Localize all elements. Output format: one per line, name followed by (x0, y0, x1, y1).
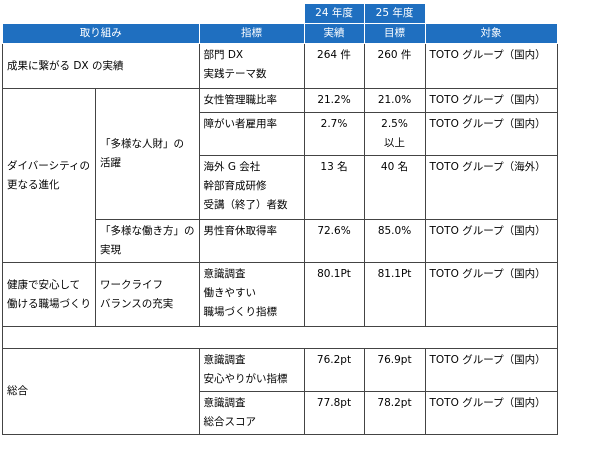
table-body: 24 年度 25 年度 取り組み 指標 実績 目標 対象 成果に繋がる DX の実績 部門 DX… (2, 3, 558, 435)
scope: TOTO グループ（国内） (424, 348, 558, 392)
indicator: 障がい者雇用率 (198, 112, 305, 156)
cell-line: 意識調査 (203, 397, 246, 409)
cell-line: 意識調査 (203, 354, 246, 366)
actual: 77.8pt (303, 391, 365, 435)
cell-line: 安心やりがい指標 (203, 373, 288, 385)
cell-line: 意識調査 (203, 268, 246, 280)
cell-line: 「多様な人財」の (100, 138, 184, 150)
indicator: 意識調査働きやすい職場づくり指標 (198, 262, 305, 327)
cell-line: 実践テーマ数 (203, 68, 267, 80)
initiative: 健康で安心して 働ける職場づくり (2, 262, 96, 327)
target: 260 件 (363, 43, 426, 89)
cell-line: 2.5% (381, 118, 408, 130)
indicator: 意識調査 総合スコア (198, 391, 305, 435)
cell-line: バランスの充実 (100, 297, 174, 310)
column-header: 指標 (198, 23, 305, 44)
cell-line: 健康で安心して (7, 278, 81, 291)
table-row: 障がい者雇用率 2.7% 2.5% 以上 TOTO グループ（国内） (3, 112, 558, 156)
initiative: ダイバーシティの 更なる進化 (2, 88, 96, 263)
empty-row (2, 326, 558, 349)
cell-line: 実現 (100, 244, 121, 256)
actual: 80.1Pt (303, 262, 365, 327)
table-row: 24 年度 25 年度 (2, 3, 557, 24)
table-row: 意識調査 総合スコア 77.8pt 78.2pt TOTO グループ（国内） (3, 391, 558, 435)
actual: 72.6% (303, 219, 365, 263)
table-row: 取り組み 指標 実績 目標 対象 (2, 23, 558, 44)
cell-line: ワークライフ (100, 278, 163, 291)
cell-line: 受講（終了）者数 (203, 199, 288, 211)
column-header: 取り組み (2, 23, 200, 44)
year-header: 25 年度 (363, 3, 426, 24)
indicator: 海外 G 会社 幹部育成研修受講（終了）者数 (198, 155, 305, 220)
target: 40 名 (363, 155, 426, 220)
table-row: 健康で安心して 働ける職場づくり ワークライフ バランスの充実 意識調査 働きやすい 職場づ… (2, 262, 558, 327)
cell-line: 活躍 (100, 157, 121, 169)
cell-line: 部門 DX (203, 49, 244, 61)
actual: 76.2pt (303, 348, 365, 392)
target: 85.0% (363, 219, 426, 263)
target: 2.5% 以上 (363, 112, 426, 156)
indicator: 男性育休取得率 (198, 219, 305, 263)
table-row (2, 326, 558, 349)
scope: TOTO グループ（国内） (424, 262, 558, 327)
table-row: 「多様な働き方」の 実現 男性育休取得率 72.6% 85.0% TOTO グループ（国内… (3, 219, 558, 263)
cell-line: 働きやすい (203, 287, 257, 299)
actual: 2.7% (303, 112, 365, 156)
sub-initiative: 「多様な人財」の 活躍 (95, 88, 200, 220)
initiative: 総合 (2, 348, 200, 435)
table: 24 年度 25 年度 取り組み 指標 実績 目標 対象 成果に繋がる DX の実績 部門 DX… (2, 3, 558, 435)
table-row: 海外 G 会社 幹部育成研修 受講（終了）者数 13 名 40 名 TOTO グループ（海… (3, 155, 558, 220)
cell-line: 海外 G 会社 (203, 161, 261, 173)
indicator: 女性管理職比率 (198, 88, 305, 113)
table-row: 成果に繋がる DX の実績 部門 DX 実践テーマ数 264 件 260 件 TOTO グ… (2, 43, 558, 89)
actual: 264 件 (303, 43, 365, 89)
cell-line: 女性管理職比率 (203, 94, 278, 106)
cell-line: 76.9pt (377, 354, 412, 366)
column-header: 目標 (363, 23, 426, 44)
cell-line: 260 件 (377, 49, 412, 61)
scope: TOTO グループ（国内） (424, 391, 558, 435)
target: 78.2pt (363, 391, 426, 435)
cell-line: 21.0% (377, 94, 412, 106)
blank (2, 3, 304, 24)
cell-line: 働ける職場づくり (7, 297, 91, 310)
scope: TOTO グループ（国内） (424, 219, 558, 263)
target: 76.9pt (363, 348, 426, 392)
blank (425, 3, 557, 24)
cell-line: 職場づくり指標 (203, 306, 278, 318)
table-wrap: 24 年度 25 年度 取り組み 指標 実績 目標 対象 成果に繋がる DX の実績 部門 DX… (2, 3, 558, 435)
actual: 21.2% (303, 88, 365, 113)
target: 21.0% (363, 88, 426, 113)
cell-line: 78.2pt (377, 397, 412, 409)
indicator: 意識調査安心やりがい指標 (198, 348, 305, 392)
cell-line: 以上 (384, 137, 405, 149)
scope: TOTO グループ（国内） (424, 112, 558, 156)
cell-line: 障がい者雇用率 (203, 118, 278, 130)
cell-line: 40 名 (380, 161, 409, 173)
table-row: ダイバーシティの 更なる進化 「多様な人財」の 活躍 女性管理職比率 21.2% 21.0%… (2, 88, 558, 263)
scope: TOTO グループ（国内） (424, 88, 558, 113)
table-row: 総合 意識調査 安心やりがい指標 76.2pt 76.9pt TOTO グループ（国内） (2, 348, 558, 435)
cell-line: 更なる進化 (7, 178, 60, 191)
column-header: 対象 (424, 23, 558, 44)
sub-initiative: ワークライフ バランスの充実 (95, 262, 200, 327)
cell-line: 81.1Pt (377, 268, 412, 280)
cell-line: 85.0% (377, 225, 412, 237)
initiative: 成果に繋がる DX の実績 (2, 43, 200, 89)
cell-line: 「多様な働き方」の (100, 225, 195, 237)
actual: 13 名 (303, 155, 365, 220)
cell-line: ダイバーシティの (7, 159, 90, 172)
sub-initiative: 「多様な働き方」の 実現 (95, 219, 200, 263)
year-header: 24 年度 (303, 3, 365, 24)
cell-line: 幹部育成研修 (203, 180, 267, 192)
column-header: 実績 (303, 23, 365, 44)
indicator: 部門 DX 実践テーマ数 (198, 43, 305, 89)
scope: TOTO グループ（国内） (424, 43, 558, 89)
cell-line: 男性育休取得率 (203, 225, 278, 237)
cell-line: 総合スコア (203, 416, 257, 428)
target: 81.1Pt (363, 262, 426, 327)
scope: TOTO グループ（海外） (424, 155, 558, 220)
